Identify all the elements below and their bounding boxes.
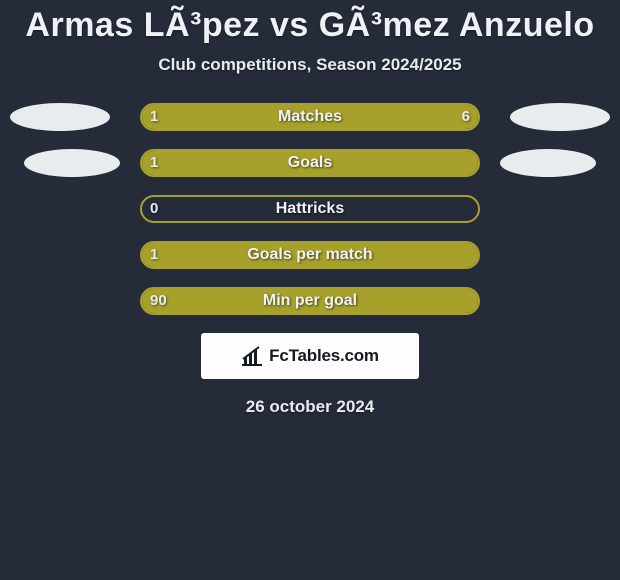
stat-row: 0Hattricks	[0, 195, 620, 223]
stat-bar-track	[140, 195, 480, 223]
snapshot-date: 26 october 2024	[0, 397, 620, 417]
page-subtitle: Club competitions, Season 2024/2025	[0, 55, 620, 75]
attribution-text: FcTables.com	[269, 346, 379, 366]
stat-value-left: 1	[150, 241, 158, 269]
team-avatar-right	[500, 149, 596, 177]
stat-value-left: 1	[150, 103, 158, 131]
stat-bar-fill-left	[142, 243, 478, 267]
comparison-card: Armas LÃ³pez vs GÃ³mez Anzuelo Club comp…	[0, 0, 620, 580]
stat-value-right: 6	[462, 103, 470, 131]
stat-bar-track	[140, 149, 480, 177]
stat-row: 1Goals	[0, 149, 620, 177]
stat-bar-track	[140, 103, 480, 131]
stat-bar-track	[140, 241, 480, 269]
stat-bar-track	[140, 287, 480, 315]
page-title: Armas LÃ³pez vs GÃ³mez Anzuelo	[0, 0, 620, 45]
attribution-badge[interactable]: FcTables.com	[201, 333, 419, 379]
stat-row: 1Goals per match	[0, 241, 620, 269]
chart-bar-icon	[241, 346, 263, 366]
player-avatar-right	[510, 103, 610, 131]
stat-row: 90Min per goal	[0, 287, 620, 315]
player-avatar-left	[10, 103, 110, 131]
stat-value-left: 0	[150, 195, 158, 223]
stat-row: 16Matches	[0, 103, 620, 131]
stat-bar-fill-left	[142, 289, 478, 313]
team-avatar-left	[24, 149, 120, 177]
stat-value-left: 1	[150, 149, 158, 177]
stat-bar-fill-right	[202, 105, 478, 129]
stat-bar-fill-left	[142, 151, 478, 175]
stat-value-left: 90	[150, 287, 167, 315]
stat-rows: 16Matches1Goals0Hattricks1Goals per matc…	[0, 103, 620, 315]
